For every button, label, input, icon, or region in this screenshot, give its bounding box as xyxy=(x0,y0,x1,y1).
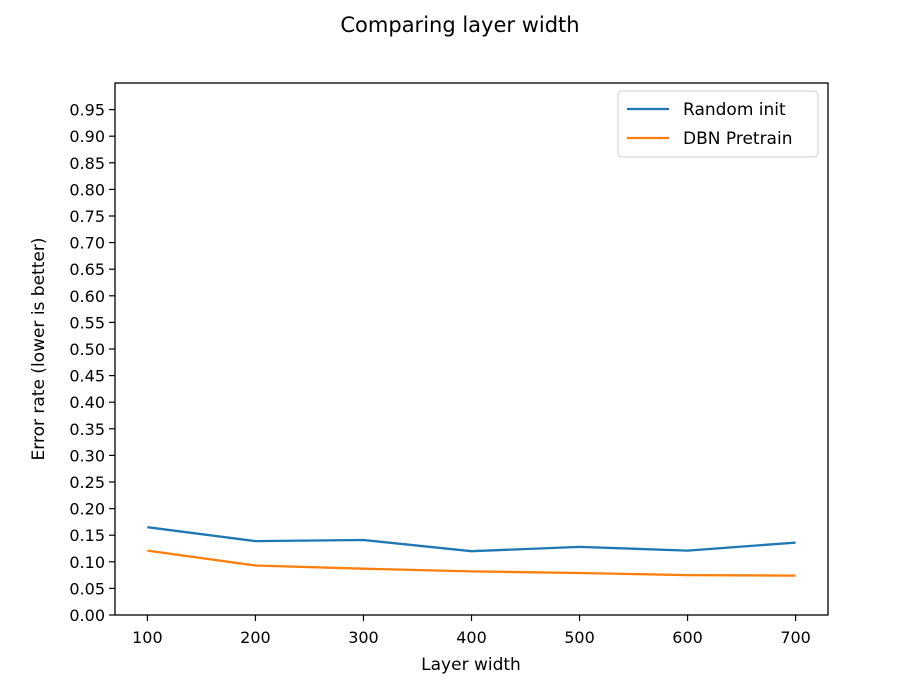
x-tick-label: 400 xyxy=(456,628,487,647)
series-line-1 xyxy=(147,549,796,577)
y-tick-label: 0.60 xyxy=(69,287,105,306)
y-tick-label: 0.75 xyxy=(69,207,105,226)
legend-label-1: DBN Pretrain xyxy=(683,129,792,149)
x-tick-label: 200 xyxy=(240,628,271,647)
legend-box xyxy=(617,90,819,158)
x-tick-label: 600 xyxy=(672,628,703,647)
x-tick-label: 100 xyxy=(132,628,163,647)
series-lines xyxy=(147,526,796,577)
y-axis: 0.00 0.05 0.10 0.15 0.20 0.25 0.30 0.35 0.40 0.45… xyxy=(69,101,115,625)
y-axis-label: Error rate (lower is better) xyxy=(29,238,49,461)
y-tick-label: 0.90 xyxy=(69,127,105,146)
y-tick-label: 0.85 xyxy=(69,154,105,173)
y-tick-label: 0.20 xyxy=(69,500,105,519)
y-tick-label: 0.40 xyxy=(69,393,105,412)
plot-frame xyxy=(114,82,829,616)
y-tick-label: 0.70 xyxy=(69,234,105,253)
legend: Random init DBN Pretrain xyxy=(617,90,819,158)
x-tick-label: 300 xyxy=(348,628,379,647)
y-tick-label: 0.50 xyxy=(69,340,105,359)
chart-title: Comparing layer width xyxy=(340,13,579,37)
x-axis-label: Layer width xyxy=(421,655,521,675)
y-tick-label: 0.65 xyxy=(69,260,105,279)
y-tick-label: 0.95 xyxy=(69,101,105,120)
y-tick-label: 0.55 xyxy=(69,313,105,332)
legend-label-0: Random init xyxy=(683,100,786,120)
x-axis: 100 200 300 400 500 600 700 xyxy=(132,615,811,647)
y-tick-label: 0.25 xyxy=(69,473,105,492)
x-tick-label: 500 xyxy=(564,628,595,647)
y-tick-label: 0.10 xyxy=(69,553,105,572)
y-tick-label: 0.45 xyxy=(69,367,105,386)
y-tick-label: 0.00 xyxy=(69,606,105,625)
series-line-0 xyxy=(147,526,796,553)
x-tick-label: 700 xyxy=(780,628,811,647)
y-tick-label: 0.05 xyxy=(69,579,105,598)
y-tick-label: 0.80 xyxy=(69,180,105,199)
y-tick-label: 0.15 xyxy=(69,526,105,545)
y-tick-label: 0.35 xyxy=(69,420,105,439)
y-tick-label: 0.30 xyxy=(69,446,105,465)
